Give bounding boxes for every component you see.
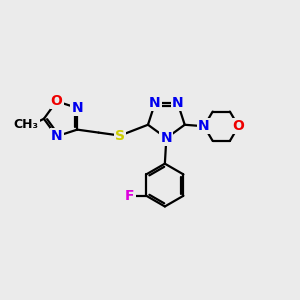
Text: N: N <box>160 131 172 145</box>
Text: N: N <box>198 119 210 133</box>
Text: O: O <box>232 119 244 133</box>
Text: CH₃: CH₃ <box>14 118 39 130</box>
Text: N: N <box>172 96 184 110</box>
Text: N: N <box>71 101 83 115</box>
Text: S: S <box>115 129 125 142</box>
Text: N: N <box>51 129 62 143</box>
Text: O: O <box>51 94 63 108</box>
Text: N: N <box>149 96 161 110</box>
Text: F: F <box>125 189 135 203</box>
